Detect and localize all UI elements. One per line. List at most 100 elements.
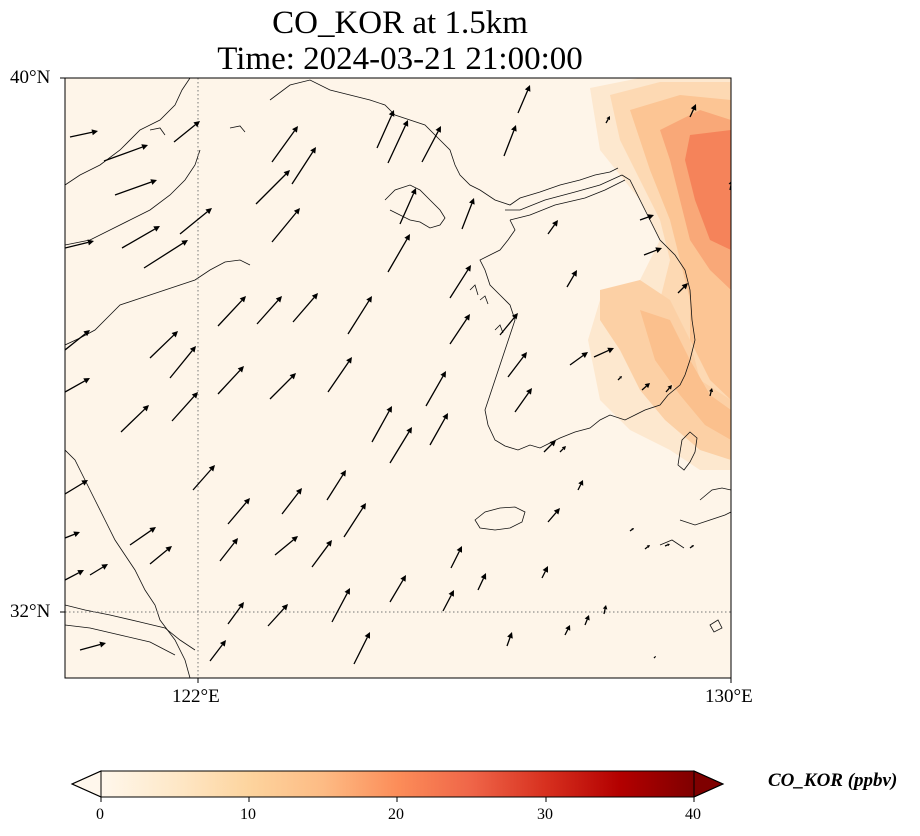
- wind-arrow: [387, 120, 409, 164]
- wind-arrow: [171, 392, 198, 422]
- wind-arrow: [271, 208, 300, 243]
- wind-arrow: [79, 641, 106, 651]
- colorbar-tick-20: 20: [388, 806, 404, 823]
- wind-arrow: [65, 570, 84, 581]
- wind-arrow: [371, 406, 392, 443]
- wind-arrow: [353, 632, 370, 665]
- wind-arrow: [209, 640, 226, 662]
- wind-arrow: [559, 446, 566, 453]
- wind-arrow: [477, 573, 487, 591]
- wind-arrow: [541, 566, 548, 579]
- map-title-line1: CO_KOR at 1.5km: [272, 5, 528, 41]
- wind-arrow: [255, 170, 290, 205]
- wind-arrow: [217, 296, 246, 327]
- axis-ticks: [60, 77, 732, 683]
- wind-arrow: [653, 656, 656, 659]
- wind-arrow: [269, 373, 296, 400]
- wind-arrow: [89, 564, 108, 576]
- wind-arrow: [311, 540, 332, 568]
- wind-arrow: [577, 480, 584, 491]
- map-frame: [64, 77, 732, 679]
- wind-arrow: [450, 546, 462, 569]
- coastlines: [65, 78, 731, 678]
- wind-arrow: [709, 388, 714, 397]
- wind-arrow: [449, 314, 470, 345]
- colorbar-tick-0: 0: [96, 806, 104, 823]
- wind-arrow: [664, 543, 670, 547]
- wind-arrow: [143, 240, 188, 269]
- gridlines: [65, 78, 731, 678]
- wind-arrow: [543, 440, 556, 453]
- wind-arrow: [689, 104, 697, 118]
- wind-arrow: [267, 604, 288, 627]
- colorbar-tick-30: 30: [537, 806, 553, 823]
- wind-arrow: [602, 605, 608, 615]
- wind-arrow: [461, 198, 475, 230]
- wind-arrow: [389, 575, 406, 603]
- wind-arrow: [564, 625, 571, 636]
- wind-arrow: [65, 531, 80, 539]
- wind-arrow: [149, 546, 172, 565]
- wind-arrow: [227, 602, 244, 625]
- wind-arrow: [449, 265, 471, 299]
- wind-arrow: [387, 234, 410, 273]
- wind-arrow: [517, 85, 531, 114]
- wind-arrow: [442, 590, 454, 612]
- wind-arrow: [65, 239, 94, 249]
- wind-arrow: [327, 357, 352, 393]
- wind-arrow: [629, 528, 634, 532]
- wind-arrow: [507, 352, 527, 378]
- wind-arrow: [114, 179, 157, 196]
- wind-arrow: [643, 247, 662, 256]
- wind-arrow: [506, 632, 513, 647]
- wind-arrow: [120, 405, 149, 433]
- wind-arrow: [399, 188, 417, 225]
- lat-tick-label-bottom: 32°N: [10, 601, 51, 622]
- wind-arrow: [514, 388, 532, 413]
- wind-arrow: [129, 527, 156, 546]
- wind-arrow: [65, 480, 88, 495]
- wind-arrow: [227, 498, 250, 525]
- wind-arrow: [217, 366, 244, 395]
- wind-arrow: [566, 270, 577, 288]
- wind-arrow: [425, 371, 446, 407]
- wind-arrow: [665, 385, 672, 393]
- wind-arrow: [291, 147, 316, 185]
- wind-arrow: [429, 413, 448, 446]
- wind-arrow: [499, 313, 518, 336]
- wind-arrow: [343, 503, 366, 538]
- wind-arrow: [331, 588, 350, 623]
- wind-arrow: [389, 427, 412, 464]
- wind-arrow: [593, 347, 614, 358]
- wind-arrow: [376, 110, 395, 149]
- wind-arrow: [677, 283, 688, 294]
- wind-arrow: [641, 383, 650, 391]
- wind-arrow: [547, 508, 560, 523]
- wind-vectors: [65, 85, 731, 665]
- wind-arrow: [271, 126, 298, 163]
- wind-arrow: [65, 378, 90, 393]
- wind-arrow: [65, 330, 90, 351]
- map-title-line2: Time: 2024-03-21 21:00:00: [217, 41, 583, 77]
- colorbar-tick-40: 40: [685, 806, 701, 823]
- wind-arrow: [169, 346, 196, 379]
- lat-tick-label-top: 40°N: [10, 67, 51, 88]
- wind-arrow: [347, 296, 372, 335]
- wind-arrow: [569, 352, 588, 366]
- wind-arrow: [584, 615, 590, 626]
- wind-arrow: [689, 545, 694, 549]
- colorbar-label: CO_KOR (ppbv): [768, 770, 898, 791]
- wind-arrow: [421, 126, 441, 163]
- wind-arrow: [326, 470, 346, 501]
- lon-tick-label-right: 130°E: [705, 686, 753, 707]
- wind-arrow: [644, 545, 650, 550]
- wind-arrow: [617, 376, 622, 381]
- wind-arrow: [639, 214, 654, 221]
- wind-arrow: [256, 296, 282, 325]
- lon-tick-label-left: 122°E: [172, 686, 220, 707]
- colorbar-tick-10: 10: [240, 806, 256, 823]
- wind-arrow: [149, 331, 178, 359]
- wind-arrow: [192, 465, 215, 491]
- wind-arrow: [274, 536, 298, 556]
- wind-arrow: [281, 488, 302, 515]
